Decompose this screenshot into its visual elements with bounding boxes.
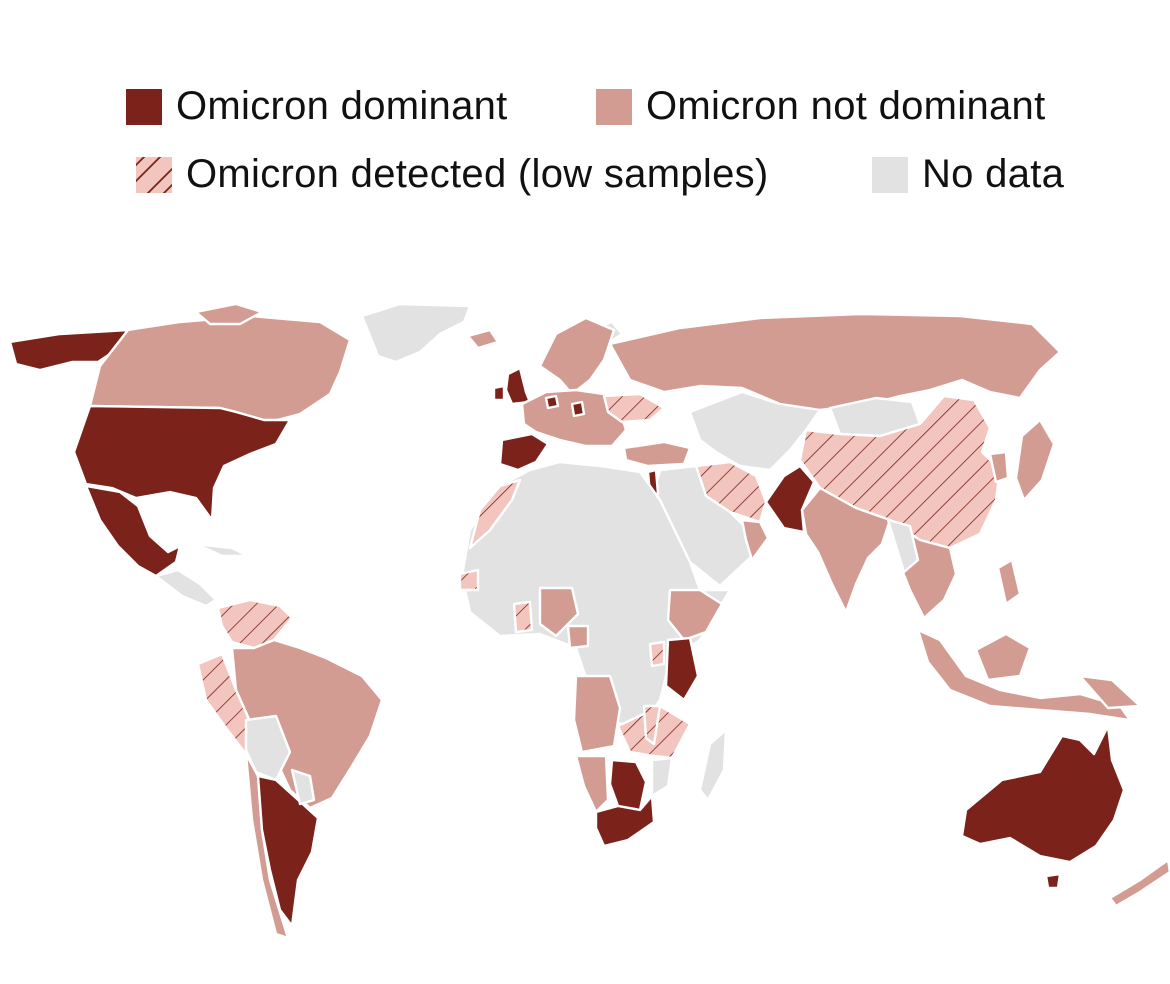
region-japan	[1014, 418, 1056, 502]
region-scandinavia	[538, 316, 616, 396]
region-usa	[72, 404, 292, 522]
region-senegal	[458, 568, 480, 592]
region-mexico	[84, 484, 182, 578]
region-spain	[498, 432, 550, 472]
region-morocco	[468, 478, 522, 550]
legend-swatch-no-data	[872, 156, 908, 193]
legend-swatch-detected	[136, 156, 172, 193]
region-australia	[960, 724, 1126, 864]
region-greenland	[360, 302, 472, 364]
region-alaska	[8, 328, 130, 372]
region-denmark	[570, 400, 586, 418]
legend-label-detected: Omicron detected (low samples)	[186, 152, 769, 196]
region-tasmania	[1044, 872, 1062, 890]
region-paraguay	[290, 768, 316, 806]
region-iceland	[466, 328, 500, 350]
legend-item-dominant: Omicron dominant	[126, 84, 508, 129]
region-canada-arctic-islands	[194, 302, 264, 326]
region-korea	[988, 450, 1010, 484]
legend-label-not-dominant: Omicron not dominant	[646, 84, 1046, 128]
region-uk	[504, 366, 532, 406]
region-myanmar-laos	[886, 518, 920, 574]
region-madagascar	[698, 728, 728, 802]
region-botswana	[608, 758, 648, 812]
region-borneo	[974, 632, 1032, 682]
region-russia	[608, 312, 1062, 412]
region-malawi	[642, 704, 662, 746]
legend-swatch-not-dominant	[596, 88, 632, 125]
region-netherlands	[544, 394, 560, 410]
region-mozambique	[650, 756, 674, 798]
legend-item-no-data: No data	[872, 152, 1064, 197]
region-philippines	[996, 558, 1022, 606]
region-central-asia	[688, 390, 822, 472]
world-map	[0, 290, 1170, 950]
legend-item-not-dominant: Omicron not dominant	[596, 84, 1046, 129]
region-cuba	[194, 542, 250, 558]
region-indonesia	[916, 628, 1132, 722]
legend-label-dominant: Omicron dominant	[176, 84, 508, 128]
region-kenya	[664, 636, 700, 702]
region-ethiopia	[666, 588, 724, 642]
region-ukraine	[602, 392, 666, 424]
legend-item-detected: Omicron detected (low samples)	[136, 152, 769, 197]
region-ghana	[512, 600, 534, 634]
region-png	[1078, 674, 1142, 710]
region-india	[800, 486, 892, 614]
region-south-africa	[594, 794, 656, 848]
world-map-svg	[8, 302, 1170, 940]
region-namibia	[574, 754, 610, 814]
region-gabon	[566, 624, 590, 650]
region-uganda	[648, 640, 666, 668]
region-angola	[572, 674, 622, 754]
region-oman	[740, 518, 770, 562]
region-new-zealand	[1108, 858, 1170, 908]
region-nigeria	[538, 586, 580, 638]
region-central-america	[154, 568, 218, 608]
legend-swatch-dominant	[126, 88, 162, 125]
region-argentina	[256, 774, 320, 928]
legend-label-no-data: No data	[922, 152, 1065, 196]
map-legend: Omicron dominant Omicron not dominant Om…	[0, 0, 1170, 240]
region-ireland	[492, 384, 506, 402]
region-turkey	[622, 440, 692, 468]
region-venezuela-colombia	[216, 598, 294, 650]
